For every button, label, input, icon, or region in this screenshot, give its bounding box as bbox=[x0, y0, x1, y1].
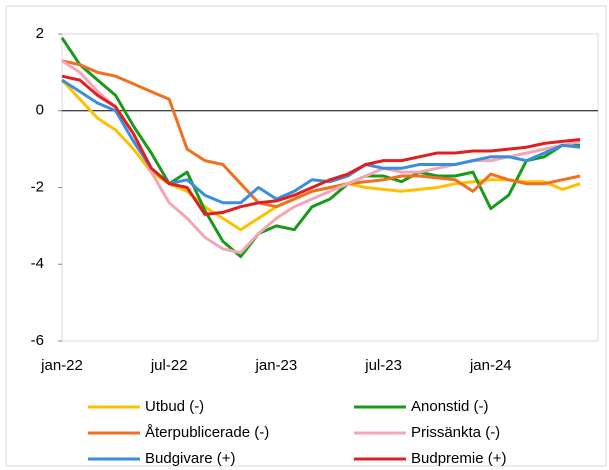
series-line bbox=[61, 59, 581, 209]
legend-label: Utbud (-) bbox=[145, 398, 204, 415]
legend-label: Budgivare (+) bbox=[145, 450, 235, 467]
legend-label: Anonstid (-) bbox=[411, 398, 489, 415]
legend-label: Budpremie (+) bbox=[411, 450, 506, 467]
x-tick-label: jan-24 bbox=[469, 357, 512, 374]
x-tick-label: jul-22 bbox=[150, 357, 188, 374]
y-tick-label: -4 bbox=[31, 255, 44, 272]
legend-label: Återpublicerade (-) bbox=[145, 424, 269, 441]
y-tick-label: 0 bbox=[36, 102, 44, 119]
x-tick-label: jan-22 bbox=[40, 357, 83, 374]
chart-frame bbox=[5, 5, 607, 467]
y-tick-label: -2 bbox=[31, 178, 44, 195]
x-tick-label: jan-23 bbox=[255, 357, 298, 374]
legend-label: Prissänkta (-) bbox=[411, 424, 500, 441]
y-tick-label: 2 bbox=[36, 25, 44, 42]
series-line bbox=[60, 36, 581, 259]
y-tick-label: -6 bbox=[31, 332, 44, 349]
series-line bbox=[60, 79, 581, 232]
x-tick-label: jul-23 bbox=[364, 357, 402, 374]
series-line bbox=[61, 74, 581, 216]
